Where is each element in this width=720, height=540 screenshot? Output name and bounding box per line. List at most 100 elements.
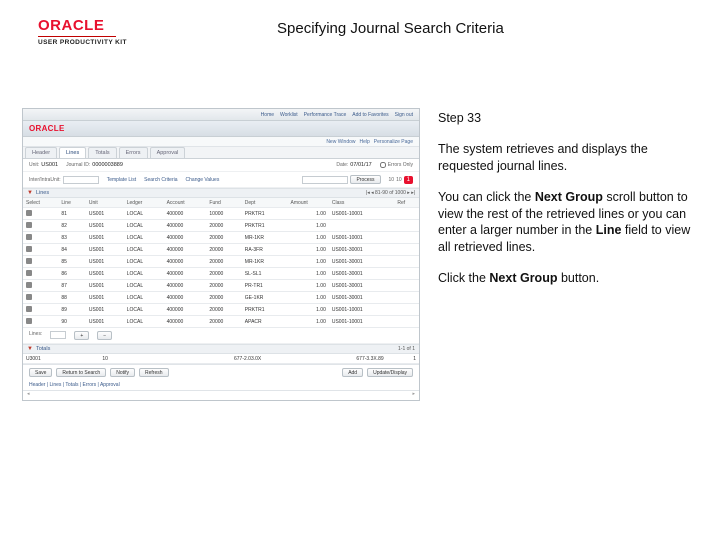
row-gear-icon[interactable]	[26, 210, 32, 216]
next-icon[interactable]: ▸	[407, 190, 410, 196]
scroll-right-icon[interactable]: ▸	[412, 391, 415, 400]
app-brand-bar: ORACLE	[23, 121, 419, 137]
totals-section: ▼ Totals 1-1 of 1	[23, 344, 419, 354]
slide-header: ORACLE USER PRODUCTIVITY KIT Specifying …	[0, 0, 720, 52]
slide: ORACLE USER PRODUCTIVITY KIT Specifying …	[0, 0, 720, 540]
toplink-signout[interactable]: Sign out	[395, 112, 413, 118]
cell: 20000	[206, 280, 241, 292]
cell: APACR	[242, 316, 288, 328]
cell	[394, 208, 419, 220]
cell: 1.00	[288, 304, 329, 316]
cell: 81	[58, 208, 85, 220]
tab-lines[interactable]: Lines	[59, 147, 86, 158]
del-line-button[interactable]: −	[97, 331, 112, 340]
change-link[interactable]: Change Values	[186, 177, 220, 183]
row-gear-icon[interactable]	[26, 222, 32, 228]
cell: 88	[58, 292, 85, 304]
row-gear-icon[interactable]	[26, 318, 32, 324]
row-gear-icon[interactable]	[26, 282, 32, 288]
row-gear-icon[interactable]	[26, 306, 32, 312]
table-row[interactable]: 89US001LOCAL40000020000PRKTR11.00US001-1…	[23, 304, 419, 316]
tot-lines: 10	[99, 354, 142, 364]
table-row[interactable]: 82US001LOCAL40000020000PRKTR11.00	[23, 220, 419, 232]
row-gear-icon[interactable]	[26, 258, 32, 264]
logo-divider	[38, 36, 116, 37]
cell: 90	[58, 316, 85, 328]
interintra-input[interactable]	[63, 176, 99, 184]
tab-header[interactable]: Header	[25, 147, 57, 158]
cell	[394, 280, 419, 292]
tab-errors[interactable]: Errors	[119, 147, 148, 158]
update-button[interactable]: Update/Display	[367, 368, 413, 377]
template-link[interactable]: Template List	[107, 177, 136, 183]
cell: PRKTR1	[242, 304, 288, 316]
totals-collapse-icon[interactable]: ▼	[27, 346, 33, 352]
last-icon[interactable]: ▸|	[411, 190, 415, 196]
p2-bold2: Line	[596, 223, 622, 237]
view-a: 10	[389, 177, 395, 183]
p3-bold: Next Group	[489, 271, 557, 285]
refresh-button[interactable]: Refresh	[139, 368, 169, 377]
add-line-button[interactable]: +	[74, 331, 89, 340]
row-gear-icon[interactable]	[26, 270, 32, 276]
tab-totals[interactable]: Totals	[88, 147, 116, 158]
cell: US001-10001	[329, 232, 395, 244]
table-row[interactable]: 81US001LOCAL40000010000PRKTR11.00US001-1…	[23, 208, 419, 220]
sublink-newwin[interactable]: New Window	[326, 139, 355, 145]
slide-title: Specifying Journal Search Criteria	[127, 18, 694, 37]
process-button[interactable]: Process	[350, 175, 380, 184]
errors-checkbox[interactable]	[380, 162, 386, 168]
cell: US001-10001	[329, 208, 395, 220]
row-gear-icon[interactable]	[26, 246, 32, 252]
table-row[interactable]: 90US001LOCAL40000020000APACR1.00US001-10…	[23, 316, 419, 328]
search-link[interactable]: Search Criteria	[144, 177, 177, 183]
row-gear-icon[interactable]	[26, 294, 32, 300]
collapse-icon[interactable]: ▼	[27, 190, 33, 196]
cell: LOCAL	[124, 256, 164, 268]
add-button[interactable]: Add	[342, 368, 363, 377]
notify-button[interactable]: Notify	[110, 368, 135, 377]
toplink-perf[interactable]: Performance Trace	[304, 112, 347, 118]
lines-count-label: Lines:	[29, 331, 42, 340]
view-b: 10	[396, 177, 402, 183]
cell: PR-TR1	[242, 280, 288, 292]
cell: US001	[86, 316, 124, 328]
cell: US001	[86, 268, 124, 280]
prev-icon[interactable]: ◂	[371, 190, 374, 196]
cell	[394, 232, 419, 244]
table-row[interactable]: 83US001LOCAL40000020000MR-1KR1.00US001-1…	[23, 232, 419, 244]
cell: LOCAL	[124, 232, 164, 244]
return-button[interactable]: Return to Search	[56, 368, 106, 377]
next-group-hotspot[interactable]: 1	[404, 176, 413, 184]
sublink-help[interactable]: Help	[360, 139, 370, 145]
sublink-personalize[interactable]: Personalize Page	[374, 139, 413, 145]
col-unit: Unit	[86, 198, 124, 208]
tab-approval[interactable]: Approval	[150, 147, 186, 158]
col-account: Account	[164, 198, 207, 208]
cell	[23, 280, 58, 292]
cell: LOCAL	[124, 208, 164, 220]
table-row[interactable]: 88US001LOCAL40000020000GE-1KR1.00US001-3…	[23, 292, 419, 304]
step-heading: Step 33	[438, 110, 696, 127]
first-icon[interactable]: |◂	[366, 190, 370, 196]
cell	[394, 244, 419, 256]
table-row[interactable]: 86US001LOCAL40000020000SL-SL11.00US001-3…	[23, 268, 419, 280]
process-select[interactable]	[302, 176, 348, 184]
cell: 400000	[164, 256, 207, 268]
toplink-fav[interactable]: Add to Favorites	[352, 112, 388, 118]
cell: 20000	[206, 220, 241, 232]
cell: 20000	[206, 268, 241, 280]
scroll-left-icon[interactable]: ◂	[27, 391, 30, 400]
lines-count-input[interactable]	[50, 331, 66, 339]
table-row[interactable]: 84US001LOCAL40000020000RA-3FR1.00US001-3…	[23, 244, 419, 256]
row-gear-icon[interactable]	[26, 234, 32, 240]
cell: 86	[58, 268, 85, 280]
table-row[interactable]: 85US001LOCAL40000020000MR-1KR1.00US001-3…	[23, 256, 419, 268]
table-row[interactable]: 87US001LOCAL40000020000PR-TR11.00US001-3…	[23, 280, 419, 292]
toplink-home[interactable]: Home	[261, 112, 274, 118]
save-button[interactable]: Save	[29, 368, 52, 377]
cell: 10000	[206, 208, 241, 220]
toplink-worklist[interactable]: Worklist	[280, 112, 298, 118]
totals-grid: U3001 10 677-2.03.0X 677-3.3X.89 1	[23, 354, 419, 364]
cell	[394, 304, 419, 316]
